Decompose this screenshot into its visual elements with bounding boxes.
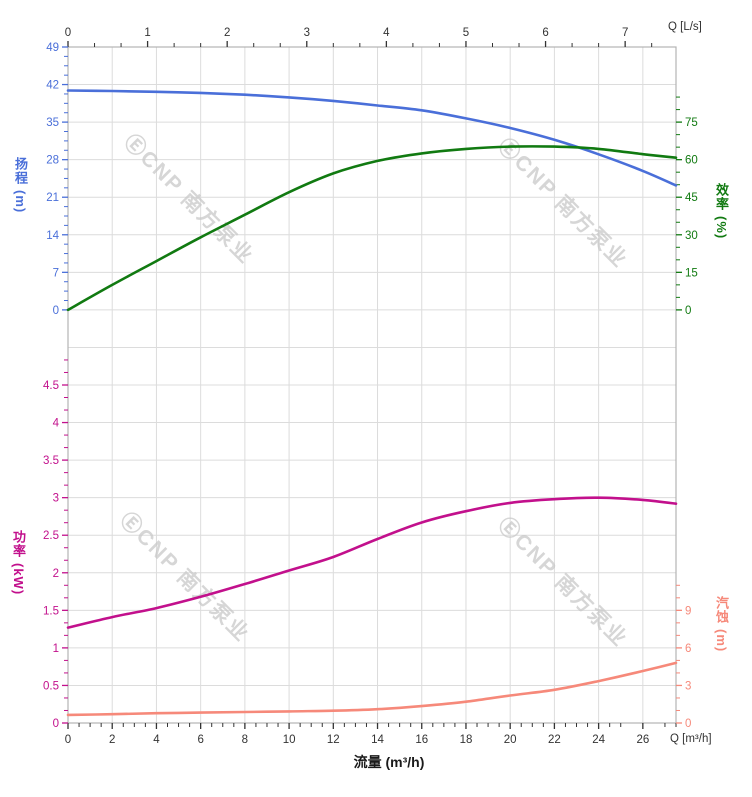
power-title-text: 功率 [10,530,26,558]
x-tick-label: 18 [460,734,473,746]
eff-tick-label: 15 [685,267,698,279]
eff-tick-label: 45 [685,192,698,204]
power-tick-label: 0.5 [43,680,59,692]
x-tick-label: 2 [109,734,115,746]
head-tick-label: 49 [46,42,59,54]
eff-tick-label: 0 [685,305,691,317]
power-tick-label: 3.5 [43,455,59,467]
x-top-tick-label: 0 [65,27,71,39]
watermark-text: ⒺCNP 南方泵业 [493,512,632,651]
x-top-tick-label: 7 [622,27,628,39]
x-tick-label: 10 [283,734,296,746]
x-tick-label: 26 [636,734,649,746]
head-title-unit: (m) [12,190,28,214]
npsh-tick-label: 3 [685,680,691,692]
x-tick-label: 22 [548,734,561,746]
watermark-text: ⒺCNP 南方泵业 [493,133,632,272]
eff-title-text: 效率 [713,183,729,211]
power-tick-label: 1 [53,643,59,655]
curve-head [66,89,678,187]
head-tick-label: 28 [46,155,59,167]
x-top-tick-label: 5 [463,27,469,39]
head-tick-label: 0 [53,305,59,317]
head-tick-label: 21 [46,192,59,204]
x-tick-label: 14 [371,734,384,746]
npsh-title-unit: (m) [713,629,729,653]
y-axis-title-head: 扬程 (m) [12,157,28,214]
power-tick-label: 2.5 [43,530,59,542]
eff-tick-label: 60 [685,155,698,167]
npsh-tick-label: 9 [685,605,691,617]
power-tick-label: 0 [53,718,59,730]
watermark-text: ⒺCNP 南方泵业 [115,507,254,646]
head-tick-label: 35 [46,117,59,129]
x-tick-label: 4 [153,734,160,746]
x-top-tick-label: 3 [304,27,310,39]
x-tick-label: 16 [415,734,428,746]
curve-power [66,496,678,629]
curve-eff [66,145,678,312]
y-axis-title-npsh: 汽蚀 (m) [713,596,729,653]
eff-tick-label: 30 [685,230,698,242]
x-axis-title-flow: 流量 (m³/h) [353,754,425,770]
npsh-title-text: 汽蚀 [713,596,729,624]
power-tick-label: 4 [53,418,60,430]
bottom-axis-unit-label: Q [m³/h] [670,733,712,745]
power-tick-label: 3 [53,493,59,505]
x-top-tick-label: 1 [144,27,150,39]
power-title-unit: (kW) [10,563,26,596]
x-tick-label: 20 [504,734,517,746]
x-top-tick-label: 4 [383,27,390,39]
head-tick-label: 7 [53,267,59,279]
curve-npsh [66,661,678,717]
x-tick-label: 8 [242,734,248,746]
y-axis-title-power: 功率 (kW) [10,530,26,596]
top-axis-unit-label: Q [L/s] [668,21,702,33]
x-tick-label: 0 [65,734,71,746]
eff-title-unit: (%) [713,216,729,240]
x-tick-label: 12 [327,734,340,746]
power-tick-label: 1.5 [43,605,59,617]
x-top-tick-label: 2 [224,27,230,39]
npsh-tick-label: 6 [685,643,691,655]
power-tick-label: 2 [53,568,59,580]
head-tick-label: 14 [46,230,59,242]
x-tick-label: 6 [197,734,203,746]
x-tick-label: 24 [592,734,605,746]
head-tick-label: 42 [46,80,59,92]
power-tick-label: 4.5 [43,380,59,392]
x-top-tick-label: 6 [542,27,548,39]
y-axis-title-efficiency: 效率 (%) [713,183,729,240]
eff-tick-label: 75 [685,117,698,129]
head-title-text: 扬程 [12,157,28,185]
watermark-text: ⒺCNP 南方泵业 [119,129,258,268]
npsh-tick-label: 0 [685,718,691,730]
